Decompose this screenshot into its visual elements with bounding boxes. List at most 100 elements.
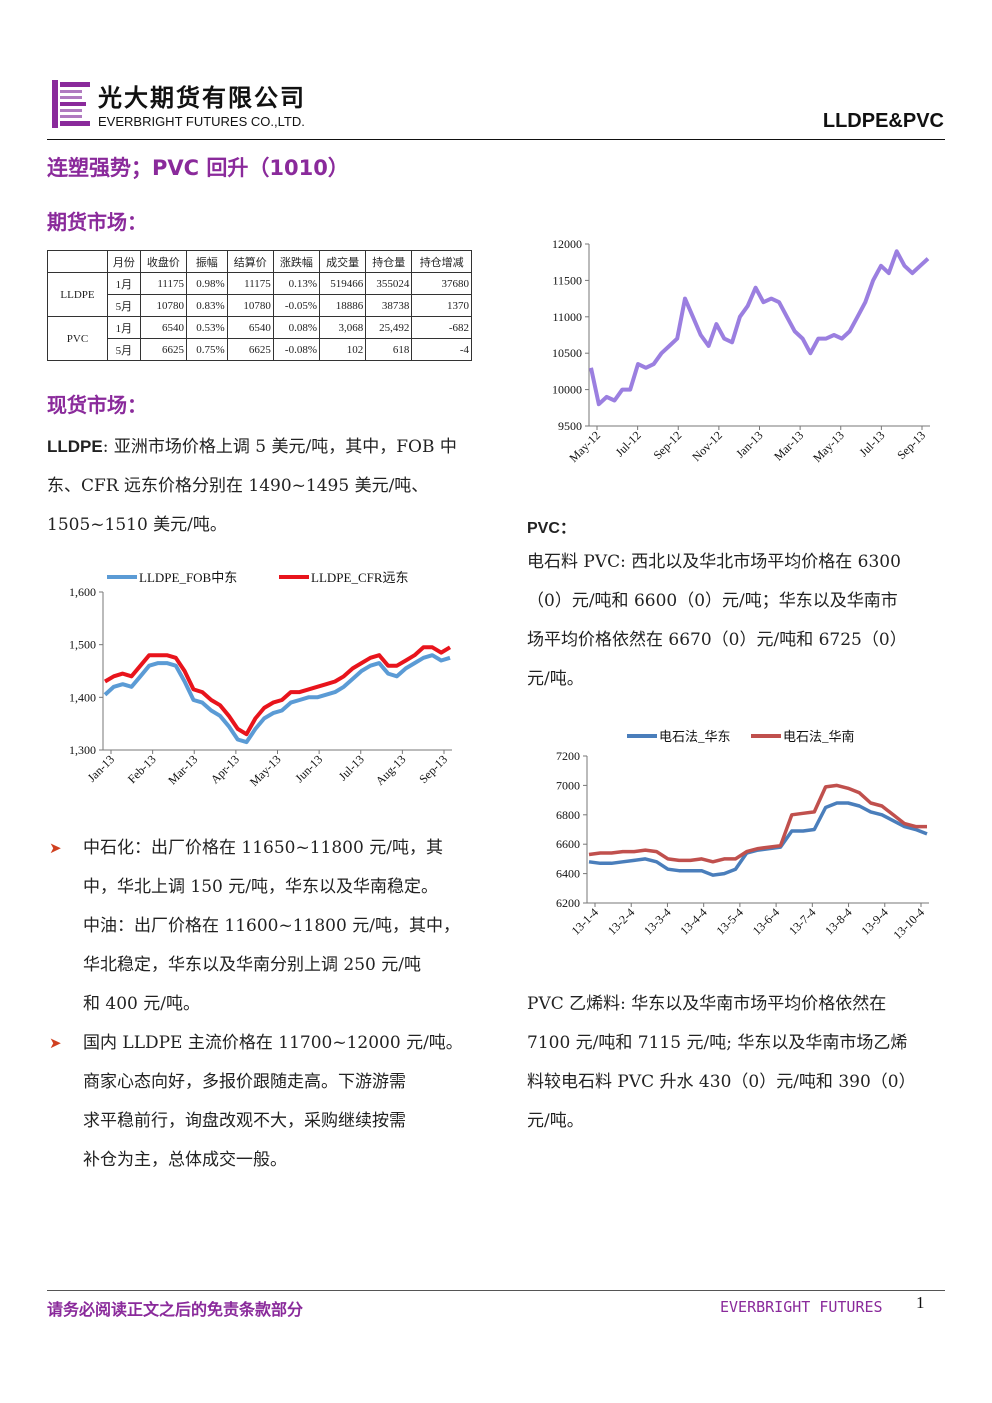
page-number: 1 — [916, 1293, 925, 1312]
table-cell: 355024 — [365, 272, 413, 295]
table-cell: 618 — [365, 338, 413, 361]
x-tick-label: May-13 — [247, 752, 284, 789]
table-cell: 6540 — [226, 316, 274, 339]
spot-heading: 现货市场： — [47, 393, 147, 417]
bullet-line: 求平稳前行，询盘改观不大，采购继续按需 — [83, 1111, 406, 1131]
table-cell: 0.08% — [272, 316, 321, 339]
y-tick-label: 6400 — [556, 867, 580, 881]
x-tick-label: Jan-13 — [733, 428, 766, 461]
table-cell: 1月 — [107, 316, 141, 339]
table-header-cell: 持仓量 — [365, 250, 413, 273]
futures-heading: 期货市场： — [47, 210, 147, 234]
series-line-1 — [589, 249, 930, 407]
x-tick-label: Jul-12 — [613, 428, 644, 459]
table-cell: 519466 — [318, 272, 367, 295]
x-tick-label: May-12 — [566, 428, 603, 465]
y-tick-label: 6800 — [556, 808, 580, 822]
y-tick-label: 7000 — [556, 778, 580, 792]
table-cell: -682 — [411, 316, 472, 339]
header-divider — [47, 139, 945, 140]
x-tick-label: 13-9-4 — [858, 905, 891, 938]
y-tick-label: 1,400 — [69, 690, 96, 704]
x-tick-label: Mar-13 — [771, 428, 806, 463]
bullet-arrow-icon: ➤ — [49, 839, 62, 857]
brand-name-cn: 光大期货有限公司 — [98, 84, 306, 112]
y-tick-label: 7200 — [556, 749, 580, 763]
x-tick-label: 13-6-4 — [750, 905, 783, 938]
legend-label: 电石法_华南 — [783, 729, 855, 744]
para-line: 元/吨。 — [527, 1111, 584, 1131]
table-cell: 1370 — [411, 294, 472, 317]
report-title: 连塑强势；PVC 回升（1010） — [47, 156, 349, 180]
table-cell: 3,068 — [318, 316, 367, 339]
report-topic: LLDPE&PVC — [822, 110, 944, 132]
x-tick-label: Jul-13 — [856, 428, 887, 459]
pvc-carbide-paragraph: 电石料 PVC: 西北以及华北市场平均价格在 6300 （0）元/吨和 6600… — [527, 543, 947, 699]
y-tick-label: 1,300 — [69, 743, 96, 757]
table-cell: -0.05% — [272, 294, 321, 317]
para-line: 电石料 PVC: 西北以及华北市场平均价格在 6300 — [527, 552, 901, 572]
x-tick-label: Aug-13 — [373, 752, 409, 788]
bullet-line: 国内 LLDPE 主流价格在 11700~12000 元/吨。 — [83, 1033, 463, 1053]
legend-label: LLDPE_CFR远东 — [311, 570, 409, 585]
table-row: PVC 1月 6540 0.53% 6540 0.08% 3,068 25,49… — [47, 316, 472, 361]
y-tick-label: 11500 — [552, 273, 582, 287]
para-line: 料较电石料 PVC 升水 430（0）元/吨和 390（0） — [527, 1072, 916, 1092]
table-cell: 6540 — [139, 316, 188, 339]
bullet-line: 中石化：出厂价格在 11650~11800 元/吨，其 — [83, 838, 443, 858]
table-cell: -4 — [411, 338, 472, 361]
x-tick-label: 13-10-4 — [890, 905, 927, 942]
x-tick-label: Nov-12 — [689, 428, 725, 464]
footer-divider — [47, 1290, 945, 1291]
x-tick-label: May-13 — [810, 428, 847, 465]
table-header-cell: 持仓增减 — [411, 250, 472, 273]
footer-brand: EVERBRIGHT FUTURES — [720, 1298, 883, 1316]
bullet-line: 华北稳定，华东以及华南分别上调 250 元/吨 — [83, 955, 421, 975]
table-cell: 11175 — [139, 272, 188, 295]
table-cell: 0.75% — [186, 338, 228, 361]
para-line: 7100 元/吨和 7115 元/吨; 华东以及华南市场乙烯 — [527, 1033, 908, 1053]
table-row: LLDPE 1月 11175 0.98% 11175 0.13% 519466 … — [47, 272, 472, 317]
table-header-cell: 振幅 — [186, 250, 228, 273]
bullet-arrow-icon: ➤ — [49, 1034, 62, 1052]
table-cell: 0.53% — [186, 316, 228, 339]
table-cell: 37680 — [411, 272, 472, 295]
bullet-line: 中油：出厂价格在 11600~11800 元/吨，其中， — [83, 916, 460, 936]
x-tick-label: 13-1-4 — [569, 905, 602, 938]
bullet-domestic: ➤ 国内 LLDPE 主流价格在 11700~12000 元/吨。 商家心态向好… — [49, 1024, 473, 1180]
para-line: PVC 乙烯料: 华东以及华南市场平均价格依然在 — [527, 994, 887, 1014]
pvc-label: PVC： — [527, 520, 576, 537]
table-cell: -0.08% — [272, 338, 321, 361]
table-header-cell: 涨跌幅 — [272, 250, 321, 273]
x-tick-label: Jun-13 — [292, 752, 325, 785]
table-header-cell: 成交量 — [318, 250, 367, 273]
pvc-ethylene-paragraph: PVC 乙烯料: 华东以及华南市场平均价格依然在 7100 元/吨和 7115 … — [527, 985, 947, 1141]
lldpe-text: : 亚洲市场价格上调 5 美元/吨，其中，FOB 中东、CFR 远东价格分别在 … — [47, 437, 457, 535]
series-line-1 — [103, 653, 451, 745]
table-cell: 18886 — [318, 294, 367, 317]
para-line: （0）元/吨和 6600（0）元/吨；华东以及华南市 — [527, 591, 898, 611]
para-line: 元/吨。 — [527, 669, 584, 689]
x-tick-label: 13-2-4 — [605, 905, 638, 938]
pvc-carbide-chart: 6200 6400 6600 6800 7000 7200 13-1-4 13-2-4 13-3… — [556, 729, 929, 942]
x-tick-label: 13-4-4 — [677, 905, 710, 938]
table-cell: 10780 — [139, 294, 188, 317]
lldpe-price-chart: 1,300 1,400 1,500 1,600 Jan-13 Feb-13 Mar-13 Ap… — [69, 570, 452, 789]
table-cell: 11175 — [226, 272, 274, 295]
table-cell: 25,492 — [365, 316, 413, 339]
table-header-cell: 月份 — [107, 250, 141, 273]
futures-table: 月份 收盘价 振幅 结算价 涨跌幅 成交量 持仓量 持仓增减 LLDPE 1月 … — [47, 250, 472, 361]
lldpe-futures-chart: 9500 10000 10500 11000 11500 12000 May-12 Jul-1… — [552, 237, 930, 465]
y-tick-label: 1,600 — [69, 585, 96, 599]
series-line-1 — [588, 801, 928, 877]
table-header-cell — [47, 250, 108, 273]
bullet-line: 补仓为主，总体成交一般。 — [83, 1150, 287, 1170]
table-header-row: 月份 收盘价 振幅 结算价 涨跌幅 成交量 持仓量 持仓增减 — [47, 250, 472, 273]
x-tick-label: Sep-13 — [894, 428, 928, 462]
y-tick-label: 12000 — [552, 237, 582, 251]
table-cell: 5月 — [107, 294, 141, 317]
y-tick-label: 10500 — [552, 346, 582, 360]
bullet-line: 商家心态向好，多报价跟随走高。下游游需 — [83, 1072, 406, 1092]
table-row: 5月 10780 0.83% 10780 -0.05% 18886 38738 … — [48, 294, 472, 317]
x-tick-label: Sep-12 — [650, 428, 684, 462]
